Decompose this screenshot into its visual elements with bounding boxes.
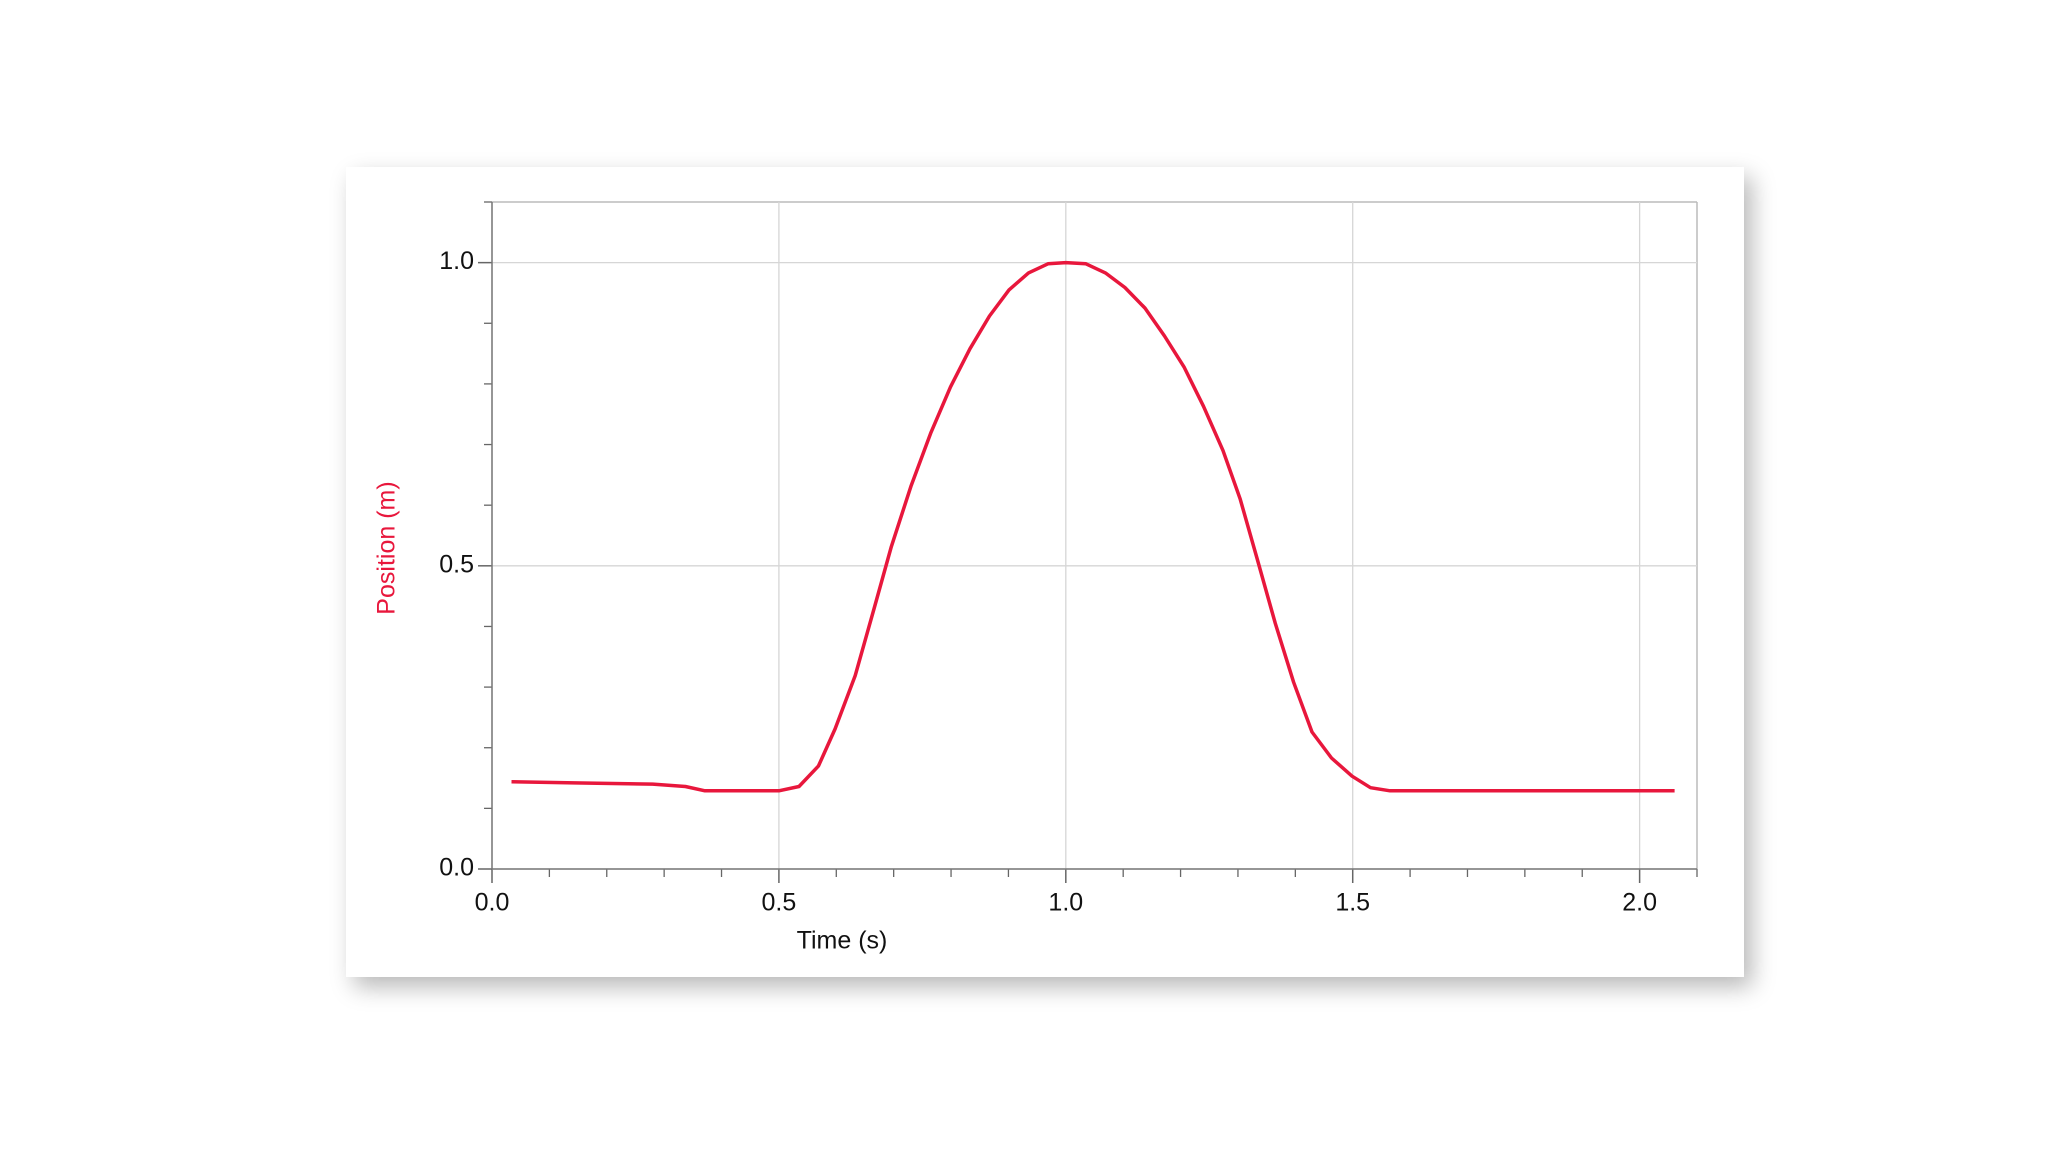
x-tick-label: 1.0 <box>1048 889 1083 917</box>
x-tick-label: 1.5 <box>1335 889 1370 917</box>
x-tick-label: 2.0 <box>1622 889 1657 917</box>
y-tick-label: 0.5 <box>439 550 474 578</box>
y-axis-title: Position (m) <box>373 481 401 614</box>
x-axis-title: Time (s) <box>797 927 888 955</box>
x-tick-label: 0.5 <box>762 889 797 917</box>
x-tick-label: 0.0 <box>475 889 510 917</box>
y-tick-label: 0.0 <box>439 854 474 882</box>
data-line <box>511 260 1675 793</box>
y-tick-label: 1.0 <box>439 247 474 275</box>
chart-card <box>346 167 1744 977</box>
